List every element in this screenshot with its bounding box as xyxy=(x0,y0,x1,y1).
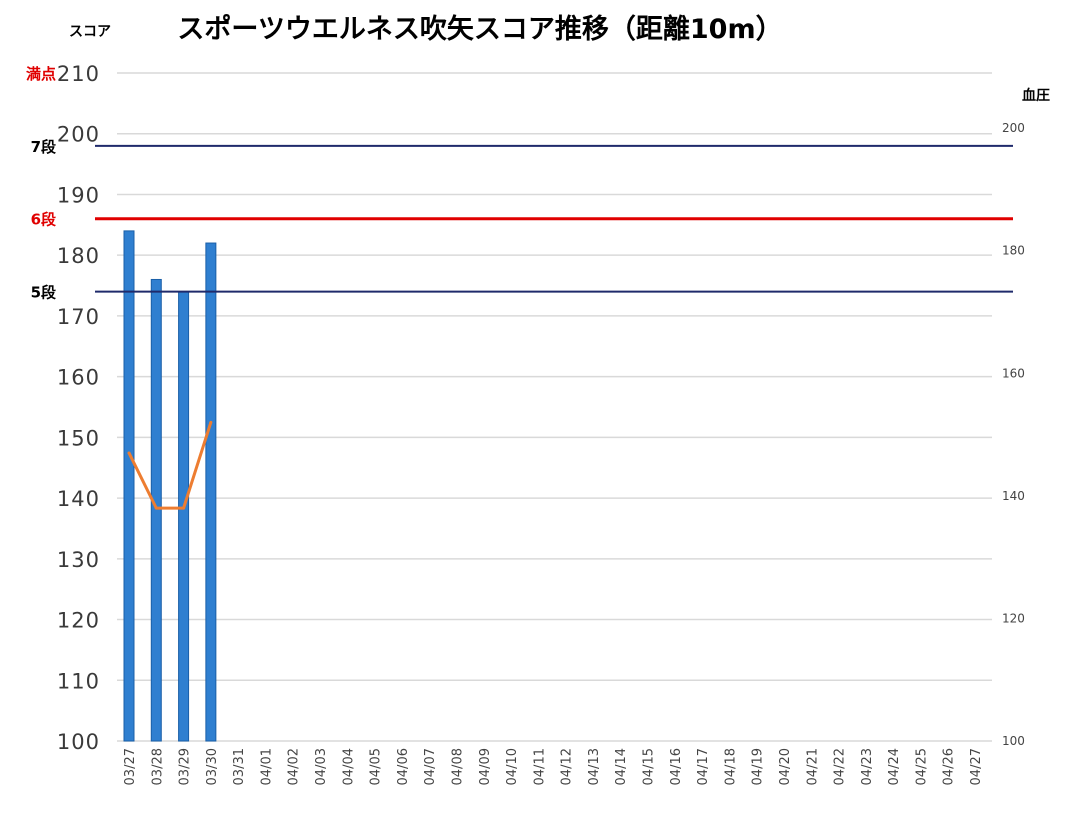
x-tick-label: 04/11 xyxy=(532,748,547,785)
x-tick-label: 03/30 xyxy=(205,748,220,785)
y2-tick-label: 120 xyxy=(1002,611,1025,625)
x-tick-label: 04/09 xyxy=(478,748,493,785)
y-axis-ticks: 100 110 120 130 140 150 160 170 180 190 200 210 xyxy=(57,62,100,754)
x-tick-label: 04/19 xyxy=(751,748,766,785)
reference-label: 7段 xyxy=(31,138,56,156)
y-tick-label: 120 xyxy=(57,609,100,633)
x-tick-label: 04/20 xyxy=(778,748,793,785)
blood-pressure-point xyxy=(209,420,213,424)
score-bar xyxy=(178,291,190,742)
x-tick-label: 03/28 xyxy=(150,748,165,785)
x-tick-label: 04/02 xyxy=(287,748,302,785)
x-tick-label: 04/26 xyxy=(942,748,957,785)
y-tick-label: 140 xyxy=(57,487,100,511)
x-tick-label: 04/23 xyxy=(860,748,875,785)
y-tick-label: 100 xyxy=(57,730,100,754)
bar-series xyxy=(123,230,217,742)
x-tick-label: 04/01 xyxy=(259,748,274,785)
y2-tick-label: 160 xyxy=(1002,366,1025,380)
x-tick-label: 04/12 xyxy=(560,748,575,785)
blood-pressure-series xyxy=(127,420,213,510)
chart-title: スポーツウエルネス吹矢スコア推移（距離10m） xyxy=(177,13,782,45)
x-tick-label: 03/29 xyxy=(178,748,193,785)
reference-label: 6段 xyxy=(31,211,56,229)
x-tick-label: 04/16 xyxy=(669,748,684,785)
x-tick-label: 04/21 xyxy=(805,748,820,785)
y-tick-label: 200 xyxy=(57,123,100,147)
y-tick-label: 130 xyxy=(57,548,100,572)
x-tick-label: 04/03 xyxy=(314,748,329,785)
y2-axis-ticks: 100 120 140 160 180 200 xyxy=(1002,121,1025,748)
x-tick-label: 04/25 xyxy=(914,748,929,785)
x-tick-label: 04/22 xyxy=(833,748,848,785)
score-bar xyxy=(205,242,217,742)
x-tick-label: 04/27 xyxy=(969,748,984,785)
reference-label: 満点 xyxy=(26,65,56,83)
x-tick-label: 03/31 xyxy=(232,748,247,785)
x-tick-label: 04/04 xyxy=(341,748,356,785)
x-tick-label: 04/15 xyxy=(642,748,657,785)
y-tick-label: 210 xyxy=(57,62,100,86)
blood-pressure-line xyxy=(127,421,213,510)
y2-tick-label: 200 xyxy=(1002,121,1025,135)
score-bar xyxy=(150,278,162,742)
x-tick-label: 04/06 xyxy=(396,748,411,785)
y-tick-label: 160 xyxy=(57,366,100,390)
y2-tick-label: 140 xyxy=(1002,489,1025,503)
x-tick-label: 04/10 xyxy=(505,748,520,785)
score-bar xyxy=(123,230,135,742)
x-tick-label: 04/17 xyxy=(696,748,711,785)
y2-tick-label: 100 xyxy=(1002,734,1025,748)
x-tick-label: 04/24 xyxy=(887,748,902,785)
reference-labels: 満点 7段 6段 5段 xyxy=(26,65,56,302)
y-axis-label: スコア xyxy=(69,24,111,40)
x-tick-label: 04/08 xyxy=(450,748,465,785)
y-tick-label: 110 xyxy=(57,669,100,693)
y-tick-label: 190 xyxy=(57,183,100,207)
y-tick-label: 180 xyxy=(57,244,100,268)
x-tick-label: 04/07 xyxy=(423,748,438,785)
x-tick-label: 04/18 xyxy=(723,748,738,785)
x-tick-label: 04/05 xyxy=(369,748,384,785)
grid-lines xyxy=(117,72,992,742)
x-tick-label: 04/14 xyxy=(614,748,629,785)
y2-axis-label: 血圧 xyxy=(1022,87,1050,104)
blood-pressure-point xyxy=(154,506,158,510)
x-tick-label: 03/27 xyxy=(123,748,138,785)
reference-label: 5段 xyxy=(31,284,56,302)
blood-pressure-point xyxy=(182,506,186,510)
reference-lines xyxy=(95,144,1013,293)
y-tick-label: 150 xyxy=(57,426,100,450)
blood-pressure-point xyxy=(127,451,131,455)
y-tick-label: 170 xyxy=(57,305,100,329)
x-tick-label: 04/13 xyxy=(587,748,602,785)
x-axis-ticks: 03/27 03/28 03/29 03/30 03/31 04/01 04/02 04/03… xyxy=(123,748,984,785)
y2-tick-label: 180 xyxy=(1002,244,1025,258)
